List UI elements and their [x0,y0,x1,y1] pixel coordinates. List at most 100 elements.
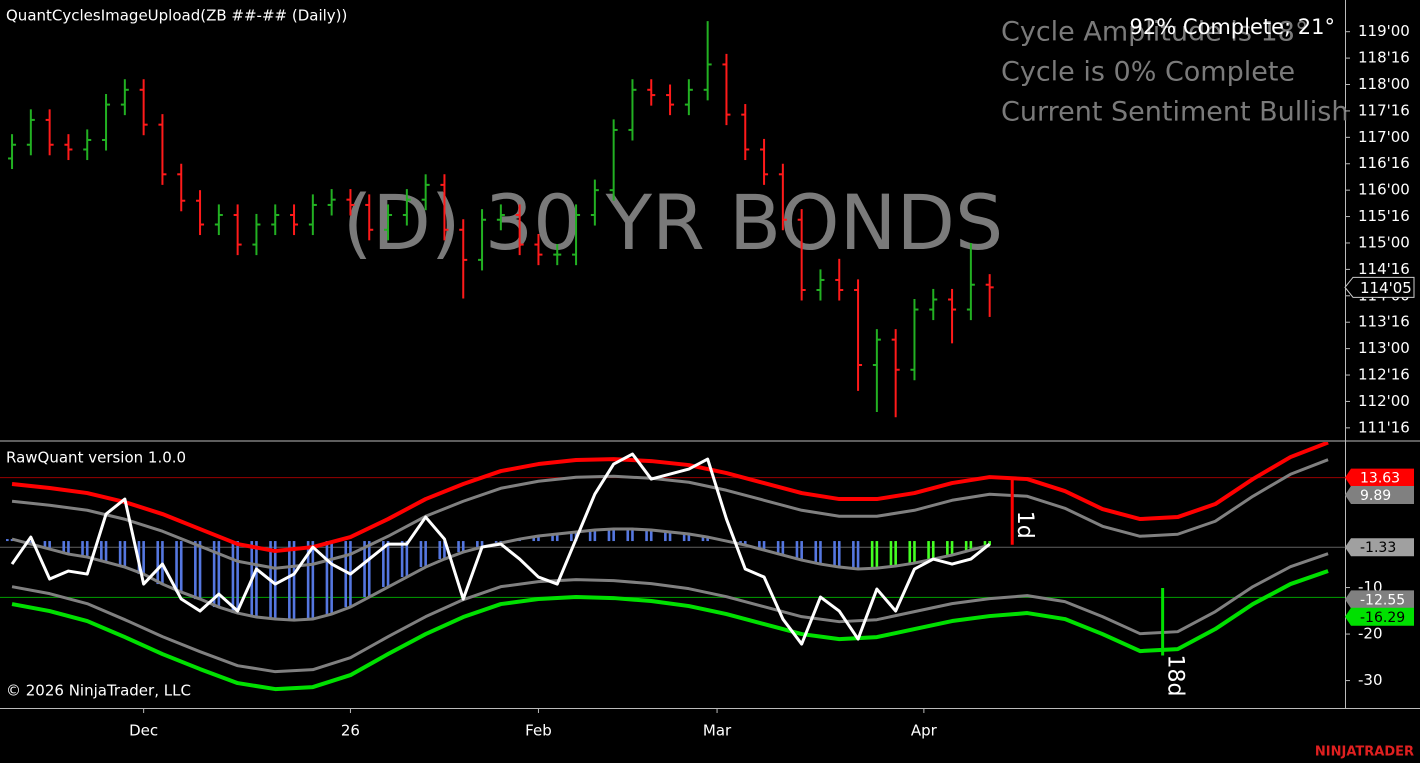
chart-title: QuantCyclesImageUpload(ZB ##-## (Daily)) [6,7,347,25]
annotation-label: 1d [1012,511,1037,539]
y-tick-label: -30 [1358,671,1383,689]
last-price-label: 114'05 [1360,279,1412,297]
histogram-bar [118,541,122,568]
histogram-bar [551,534,554,542]
histogram-bar [668,532,672,542]
info-line: Current Sentiment Bullish [1001,97,1348,128]
marker-tag [1345,538,1414,557]
histogram-bar [664,532,667,542]
histogram-bar [100,541,103,563]
y-tick-label: 117'00 [1358,128,1410,146]
histogram-bar [104,541,108,563]
histogram-bar [236,541,239,614]
y-tick-label: 116'00 [1358,181,1410,199]
histogram-bar [255,541,258,618]
histogram-bar [964,541,968,551]
histogram-bar [555,534,559,542]
histogram-bar [988,541,991,546]
histogram-bar [443,541,446,560]
histogram-bar [649,530,653,542]
info-line: Cycle is 0% Complete [1001,57,1295,88]
marker-label: -12.55 [1360,592,1405,608]
histogram-bar [588,530,592,542]
histogram-bar [85,541,89,558]
histogram-bar [969,541,973,551]
y-tick-label: 114'16 [1358,260,1410,278]
histogram-bar [870,541,874,569]
histogram-bar [946,541,949,556]
histogram-bar [532,536,536,542]
histogram-bar [612,529,615,542]
series-line [11,442,1329,554]
histogram-bar [67,541,70,555]
histogram-bar [382,541,385,588]
marker-label: -16.29 [1360,610,1405,626]
histogram-bar [889,541,893,567]
histogram-bar [288,541,291,621]
histogram-bar [330,541,333,615]
histogram-bar [179,541,183,593]
marker-label: 13.63 [1360,471,1400,487]
y-tick-label: 111'16 [1358,418,1410,436]
histogram-bar [743,541,747,546]
y-tick-label: 115'16 [1358,207,1410,225]
histogram-bar [856,541,860,570]
histogram-bar [156,541,160,585]
indicator-title: RawQuant version 1.0.0 [6,449,186,467]
histogram-bar [927,541,930,560]
series-line [11,569,1329,692]
histogram-bar [537,536,540,542]
histogram-bar [6,539,9,542]
info-line: Cycle Amplitude is 18° [1001,17,1308,48]
histogram-bar [795,541,799,561]
histogram-bar [386,541,390,588]
histogram-bar [607,529,611,542]
marker-tag [1345,607,1414,626]
histogram-bar [875,541,879,569]
histogram-bar [480,541,484,548]
histogram-bar [758,541,761,551]
histogram-bar [292,541,296,621]
histogram-bar [701,537,705,542]
histogram-bar [81,541,84,558]
histogram-bar [494,541,498,544]
histogram-bar [142,541,145,575]
histogram-bar [706,537,709,542]
plot-area [8,21,994,418]
copyright: © 2026 NinjaTrader, LLC [6,682,191,700]
histogram-bar [781,541,785,556]
histogram-bar [367,541,371,598]
histogram-bar [570,532,573,542]
histogram-bar [762,541,766,551]
histogram-bar [43,541,47,550]
brand: NINJATRADER [1315,745,1414,760]
histogram-bar [175,541,178,593]
histogram-bar [48,541,51,550]
y-tick-label: 116'16 [1358,154,1410,172]
histogram-bar [833,541,836,568]
series-line [11,552,1329,674]
histogram-bar [325,541,329,615]
marker-label: -1.33 [1360,540,1396,556]
histogram-bar [405,541,409,578]
histogram-bar [908,541,912,564]
histogram-bar [852,541,855,570]
histogram-bar [306,541,310,620]
y-tick-label: 115'00 [1358,233,1410,251]
histogram-bar [198,541,202,600]
marker-tag [1345,468,1414,487]
histogram-bar [626,529,630,542]
histogram-bar [424,541,427,568]
cycle-status: 92% Complete; 21° [1129,15,1335,39]
marker-label: 9.89 [1360,488,1391,504]
histogram-bar [593,530,597,542]
histogram-bar [913,541,916,564]
histogram-bar [231,541,235,614]
x-tick-label: 26 [341,722,360,740]
marker-tag [1345,590,1414,609]
histogram-bar [819,541,822,565]
histogram-bar [894,541,897,567]
